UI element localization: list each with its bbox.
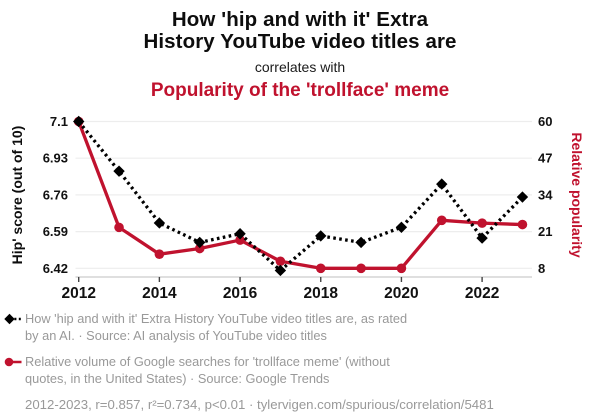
- diamond-dashed-line-icon: [4, 314, 22, 325]
- svg-text:6.59: 6.59: [43, 225, 68, 240]
- footer-stats: 2012-2023, r=0.857, r²=0.734, p<0.01 · t…: [25, 396, 494, 412]
- legend-item-trollface: Relative volume of Google searches for '…: [3, 353, 600, 387]
- svg-text:6.76: 6.76: [43, 188, 68, 203]
- svg-text:2014: 2014: [142, 285, 177, 302]
- svg-text:34: 34: [538, 188, 553, 203]
- legend-label-trollface: Relative volume of Google searches for '…: [25, 354, 390, 387]
- chart-area: 7.1 60 6.93 47 6.76 34 6.59 21 6.42 8 2012 2014 2016…: [0, 109, 600, 304]
- chart-header: How 'hip and with it' Extra History YouT…: [0, 0, 600, 102]
- correlates-with-label: correlates with: [254, 59, 346, 76]
- chart-title: How 'hip and with it' Extra History YouT…: [143, 8, 457, 53]
- svg-text:2016: 2016: [223, 285, 258, 302]
- chart-canvas: 7.1 60 6.93 47 6.76 34 6.59 21 6.42 8 2012 2014 2016…: [43, 114, 554, 302]
- legend: How 'hip and with it' Extra History YouT…: [0, 310, 600, 412]
- svg-text:7.1: 7.1: [50, 114, 68, 129]
- circle-solid-line-icon: [4, 358, 22, 367]
- svg-text:8: 8: [538, 261, 545, 276]
- svg-text:60: 60: [538, 114, 552, 129]
- chart-subtitle: Popularity of the 'trollface' meme: [150, 80, 450, 102]
- svg-text:2012: 2012: [61, 285, 95, 302]
- svg-text:6.93: 6.93: [43, 151, 68, 166]
- svg-text:2018: 2018: [303, 285, 338, 302]
- svg-text:6.42: 6.42: [43, 261, 68, 276]
- legend-label-hip-score: How 'hip and with it' Extra History YouT…: [25, 311, 408, 344]
- svg-text:2022: 2022: [465, 285, 499, 302]
- svg-text:21: 21: [538, 225, 552, 240]
- svg-text:47: 47: [538, 151, 552, 166]
- legend-item-hip-score: How 'hip and with it' Extra History YouT…: [3, 310, 600, 344]
- svg-text:2020: 2020: [384, 285, 418, 302]
